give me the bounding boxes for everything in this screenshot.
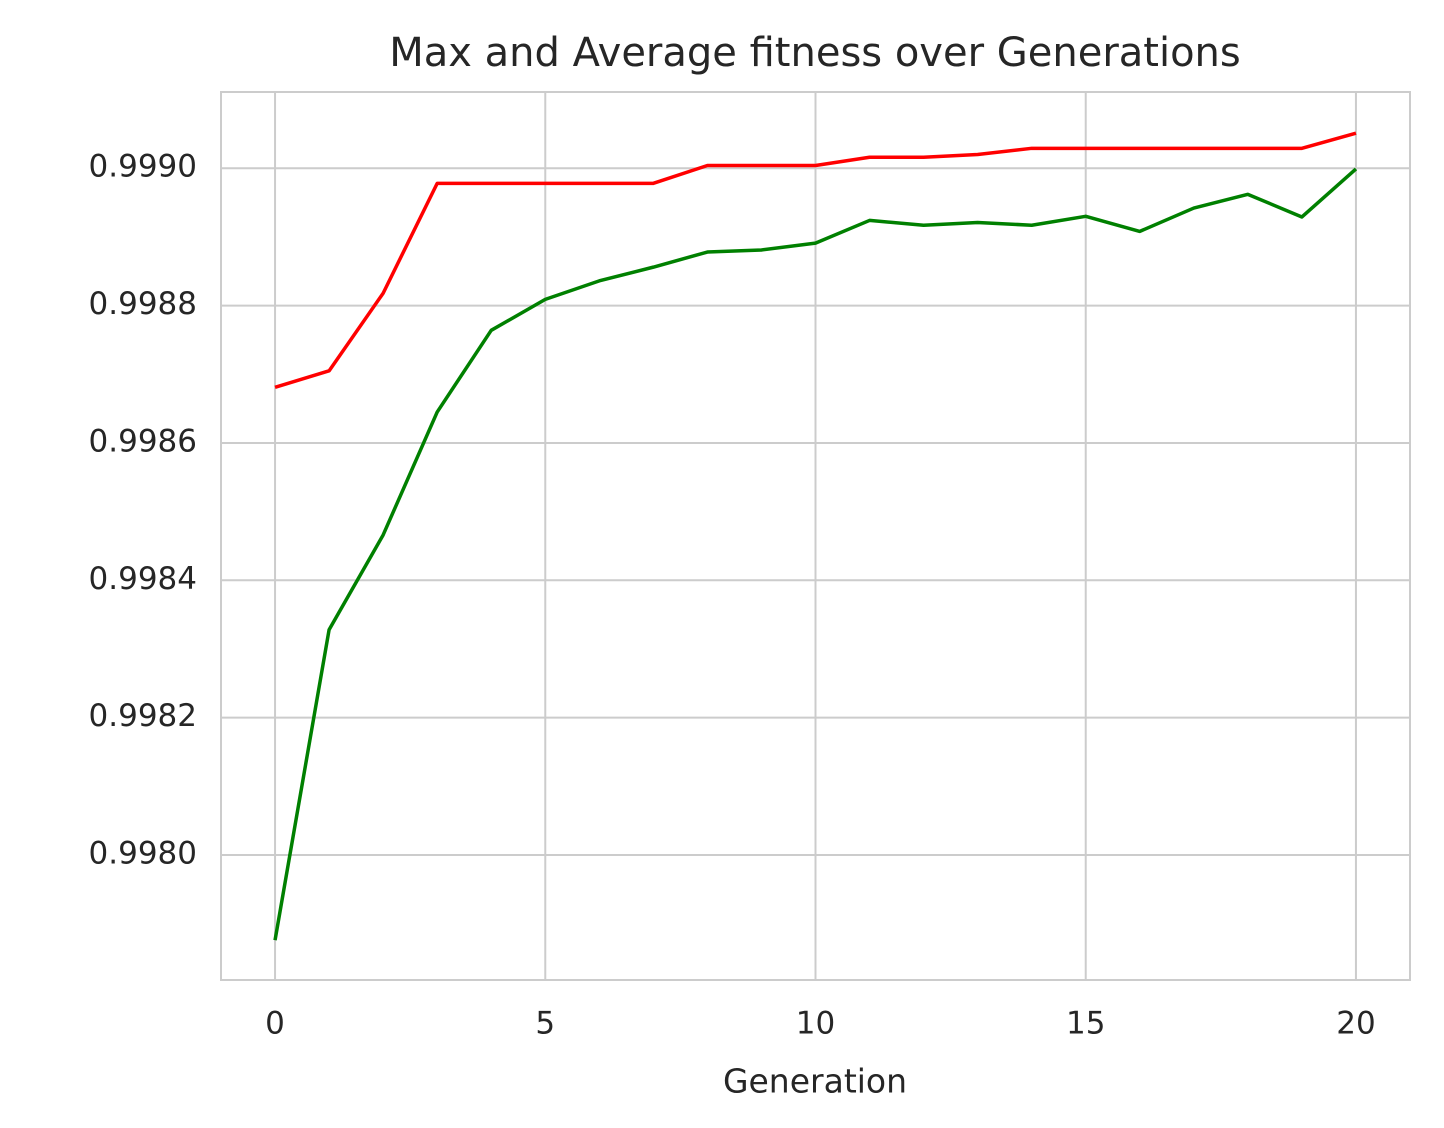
chart-title: Max and Average fitness over Generations: [389, 30, 1240, 76]
plot-frame: [220, 91, 1411, 981]
x-axis-label: Generation: [723, 1062, 907, 1101]
y-tick-label: 0.9982: [89, 698, 197, 734]
series-line: [273, 167, 1358, 941]
y-tick-label: 0.9986: [89, 423, 197, 459]
y-tick-label: 0.9980: [89, 836, 197, 872]
x-tick-label: 0: [265, 1006, 285, 1042]
y-tick-label: 0.9984: [89, 561, 197, 597]
x-tick-label: 5: [535, 1006, 555, 1042]
series-line: [274, 131, 1357, 389]
y-tick-label: 0.9988: [89, 286, 197, 322]
x-tick-label: 10: [796, 1006, 835, 1042]
x-tick-label: 20: [1336, 1006, 1375, 1042]
x-tick-label: 15: [1066, 1006, 1105, 1042]
y-tick-label: 0.9990: [89, 149, 197, 185]
